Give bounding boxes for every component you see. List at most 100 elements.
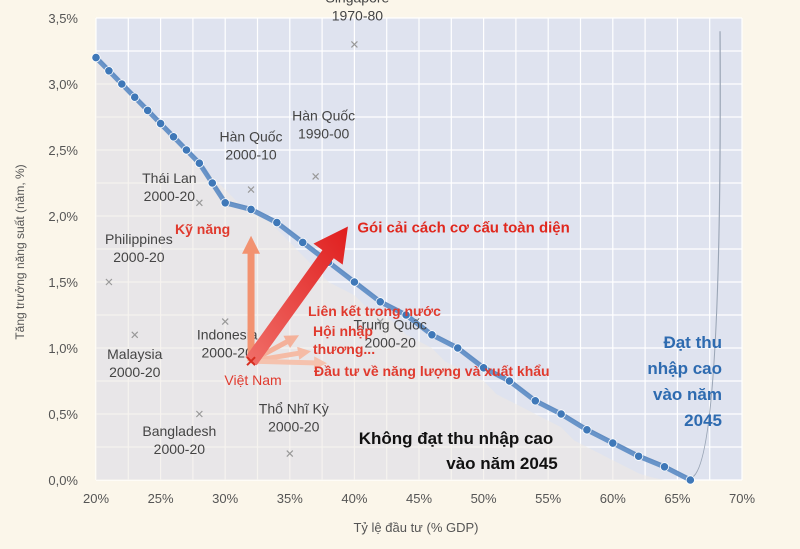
- country-label: Malaysia: [107, 346, 162, 362]
- country-label: Hàn Quốc: [220, 129, 283, 145]
- line-marker: [634, 451, 644, 461]
- axes: 20% 25% 30% 35% 40% 45% 50% 55% 60% 65% 70% 0,0% 0,5…: [13, 11, 755, 535]
- arrow-label-domestic-links: Liên kết trong nước: [308, 303, 441, 319]
- annotation-high-income-line: Đạt thu: [663, 333, 722, 352]
- country-x-marker: [350, 40, 358, 48]
- line-marker: [91, 52, 101, 63]
- country-point: Indonesia 2000-20: [197, 318, 258, 361]
- line-marker: [168, 132, 179, 142]
- line-marker: [375, 297, 385, 307]
- country-point: Bangladesh 2000-20: [142, 410, 216, 457]
- line-marker: [504, 376, 515, 386]
- country-label: Philippines: [105, 231, 173, 247]
- vietnam-x-marker: [246, 356, 256, 366]
- line-marker: [220, 198, 230, 208]
- country-period: 2000-20: [144, 188, 196, 204]
- line-marker: [530, 396, 540, 406]
- line-marker: [453, 343, 463, 353]
- x-tick-label: 50%: [471, 491, 497, 506]
- annotation-high-income-line: 2045: [684, 411, 722, 430]
- country-point: Hàn Quốc 1990-00: [292, 107, 355, 180]
- country-x-marker: [247, 186, 255, 194]
- line-marker: [298, 237, 308, 247]
- line-marker: [401, 310, 411, 320]
- country-x-marker: [105, 278, 113, 286]
- x-tick-label: 30%: [212, 491, 238, 506]
- country-point: Thổ Nhĩ Kỳ 2000-20: [259, 401, 329, 458]
- x-tick-label: 70%: [729, 491, 755, 506]
- x-tick-label: 25%: [148, 491, 174, 506]
- line-marker: [117, 79, 127, 89]
- y-tick-label: 1,0%: [48, 341, 78, 356]
- country-point: Hàn Quốc 2000-10: [220, 129, 283, 194]
- region-shading: [96, 57, 704, 480]
- arrow-label-energy-export: Đầu tư về năng lượng và xuất khẩu: [314, 363, 550, 379]
- country-period: 2000-20: [202, 345, 254, 361]
- x-tick-label: 20%: [83, 491, 109, 506]
- y-tick-label: 0,5%: [48, 407, 78, 422]
- line-marker: [685, 475, 695, 485]
- annotation-high-income-line: nhập cao: [647, 359, 722, 378]
- annotation-high-income-line: vào năm: [653, 385, 722, 404]
- country-points: Singapore 1970-80 Hàn Quốc 1990-00 Hàn Quốc 2…: [105, 0, 427, 458]
- country-x-marker: [221, 318, 229, 326]
- y-tick-label: 1,5%: [48, 275, 78, 290]
- arrow-structural-reform: [245, 226, 348, 366]
- country-label: Singapore: [325, 0, 389, 5]
- arrow-small-flat: [250, 356, 328, 370]
- y-tick-label: 2,5%: [48, 143, 78, 158]
- country-label: Bangladesh: [142, 423, 216, 439]
- country-period: 2000-20: [113, 249, 165, 265]
- country-period: 2000-10: [225, 147, 277, 163]
- line-marker: [181, 145, 192, 155]
- arrow-label-integration-line1: Hội nhập: [313, 323, 373, 339]
- x-tick-label: 45%: [406, 491, 432, 506]
- y-tick-label: 3,0%: [48, 77, 78, 92]
- country-x-marker: [376, 318, 384, 326]
- country-x-marker: [131, 331, 139, 339]
- line-marker: [143, 105, 153, 116]
- line-marker: [246, 204, 256, 214]
- x-tick-label: 55%: [535, 491, 561, 506]
- country-label: Trung Quốc: [354, 317, 427, 333]
- country-period: 2000-20: [154, 441, 206, 457]
- line-marker: [104, 66, 114, 76]
- country-point: Trung Quốc 2000-20: [354, 317, 427, 351]
- y-tick-label: 0,0%: [48, 473, 78, 488]
- line-marker: [156, 119, 166, 129]
- vietnam-label: Việt Nam: [224, 372, 281, 388]
- x-tick-label: 65%: [664, 491, 690, 506]
- country-label: Thổ Nhĩ Kỳ: [259, 401, 329, 417]
- line-marker: [349, 277, 359, 287]
- country-point: Philippines 2000-20: [105, 231, 173, 286]
- arrow-label-integration-line2: thương...: [313, 341, 375, 357]
- x-tick-label: 35%: [277, 491, 303, 506]
- arrow-label-skills: Kỹ năng: [175, 221, 230, 237]
- arrow-skills: [242, 235, 261, 362]
- annotation-not-high-income-line2: vào năm 2045: [446, 454, 558, 473]
- line-marker: [582, 425, 592, 435]
- country-x-marker: [312, 172, 320, 180]
- line-marker: [194, 158, 204, 168]
- line-marker: [130, 92, 140, 102]
- country-point: Singapore 1970-80: [325, 0, 390, 48]
- x-tick-label: 40%: [341, 491, 367, 506]
- country-period: 2000-20: [268, 419, 320, 435]
- country-period: 2000-20: [365, 335, 417, 351]
- country-x-marker: [195, 410, 203, 418]
- country-label: Indonesia: [197, 327, 258, 343]
- country-label: Hàn Quốc: [292, 107, 355, 123]
- country-point: Thái Lan 2000-20: [142, 170, 203, 207]
- line-marker: [608, 438, 618, 448]
- country-period: 1990-00: [298, 125, 350, 141]
- reform-arrows: Việt Nam Gói cải cách cơ cấu toàn diện Kỹ …: [175, 220, 570, 389]
- country-label: Thái Lan: [142, 170, 196, 186]
- country-period: 2000-20: [109, 364, 161, 380]
- line-marker: [207, 178, 217, 188]
- x-axis-label: Tỷ lệ đầu tư (% GDP): [353, 520, 478, 535]
- y-axis-label: Tăng trưởng năng suất (năm, %): [13, 164, 27, 339]
- country-x-marker: [195, 199, 203, 207]
- line-marker: [478, 363, 489, 373]
